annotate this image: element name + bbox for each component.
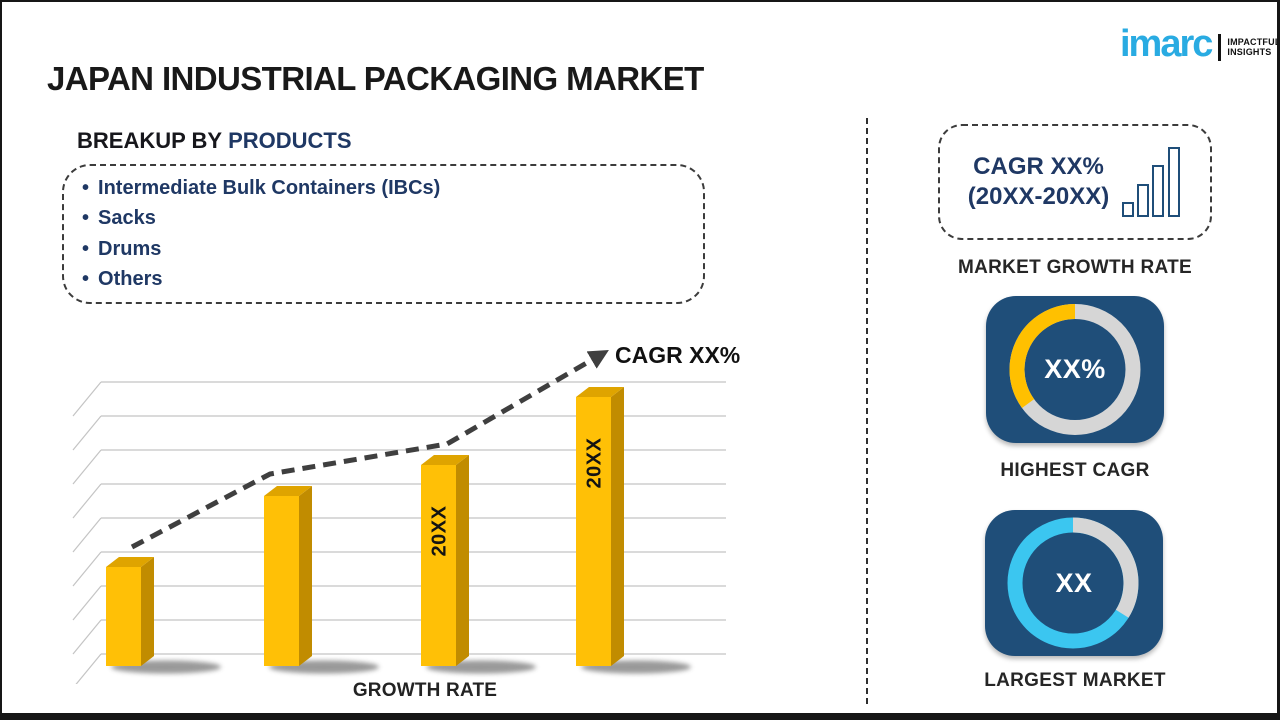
- largest-market-caption: LARGEST MARKET: [984, 670, 1166, 691]
- product-label: Sacks: [98, 207, 156, 230]
- product-item: • Drums: [82, 234, 703, 265]
- highest-cagr-donut-chart: [1009, 304, 1141, 435]
- bullet-icon: •: [82, 268, 90, 291]
- imarc-brand-text: imarc: [1120, 23, 1213, 65]
- market-growth-rate-caption: MARKET GROWTH RATE: [957, 257, 1193, 278]
- highest-cagr-caption: HIGHEST CAGR: [1000, 460, 1150, 481]
- rising-bars-icon: [1122, 147, 1181, 217]
- logo-tagline: IMPACTFUL INSIGHTS: [1227, 36, 1280, 58]
- product-list: • Intermediate Bulk Containers (IBCs) • Sac…: [82, 173, 703, 295]
- highest-cagr-card: XX%: [986, 296, 1164, 443]
- vertical-divider: [866, 118, 868, 704]
- chart-x-axis-label: GROWTH RATE: [352, 680, 498, 701]
- breakup-heading-prefix: BREAKUP BY: [77, 128, 223, 153]
- bar-year-label: 20XX: [429, 505, 451, 556]
- breakup-heading: BREAKUP BY PRODUCTS: [77, 128, 352, 154]
- breakup-heading-highlight: PRODUCTS: [228, 128, 352, 153]
- growth-rate-bar-chart: 20XX 20XX: [72, 349, 726, 684]
- largest-market-donut-chart: [1007, 517, 1139, 649]
- largest-market-value: XX: [1055, 567, 1093, 598]
- page-title: JAPAN INDUSTRIAL PACKAGING MARKET: [47, 60, 704, 97]
- highest-cagr-value: XX%: [1044, 354, 1106, 384]
- cagr-period-line: (20XX-20XX): [967, 183, 1110, 210]
- products-box: • Intermediate Bulk Containers (IBCs) • Sac…: [62, 164, 705, 304]
- product-label: Others: [98, 268, 163, 291]
- product-item: • Sacks: [82, 204, 703, 235]
- cagr-value-line: CAGR XX%: [973, 153, 1104, 180]
- imarc-logo: imarc IMPACTFUL INSIGHTS: [1120, 23, 1280, 65]
- logo-divider: [1218, 33, 1222, 61]
- trend-cagr-label: CAGR XX%: [615, 342, 741, 368]
- logo-tagline-line2: INSIGHTS: [1227, 47, 1272, 57]
- bar-year-label: 20XX: [584, 437, 606, 488]
- logo-tagline-line1: IMPACTFUL: [1227, 36, 1280, 47]
- cagr-summary-text: CAGR XX% (20XX-20XX): [968, 152, 1109, 212]
- cagr-summary-box: CAGR XX% (20XX-20XX): [938, 124, 1212, 240]
- product-item: • Intermediate Bulk Containers (IBCs): [82, 173, 703, 204]
- product-label: Drums: [98, 237, 162, 260]
- product-item: • Others: [82, 265, 703, 296]
- bullet-icon: •: [82, 237, 90, 260]
- bullet-icon: •: [82, 176, 90, 199]
- largest-market-card: XX: [985, 510, 1163, 656]
- product-label: Intermediate Bulk Containers (IBCs): [98, 176, 441, 199]
- bullet-icon: •: [82, 207, 90, 230]
